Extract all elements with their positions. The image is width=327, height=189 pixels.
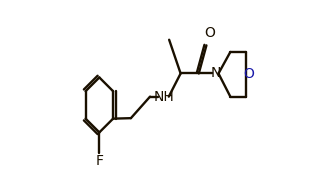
Text: O: O [204, 26, 215, 40]
Text: F: F [95, 154, 103, 168]
Text: NH: NH [154, 90, 175, 104]
Text: N: N [210, 67, 221, 81]
Text: O: O [244, 67, 254, 81]
